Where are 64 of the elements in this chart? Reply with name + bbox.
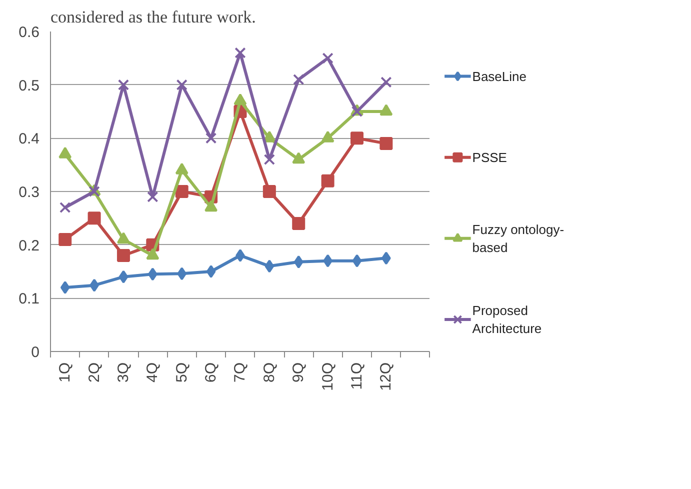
y-tick-label: 0.6: [18, 24, 40, 41]
point: [90, 278, 99, 292]
point: [350, 132, 364, 145]
point: [175, 162, 188, 174]
y-tick-label: 0.2: [18, 237, 40, 254]
point: [234, 47, 246, 58]
point: [116, 232, 130, 244]
x-tick-label: 9Q: [290, 362, 308, 383]
legend-label: BaseLine: [472, 68, 527, 84]
point: [292, 152, 306, 164]
x-tick-label: 8Q: [260, 362, 278, 383]
point: [176, 79, 188, 90]
x-tick-label: 1Q: [56, 362, 74, 383]
point: [294, 255, 304, 268]
point: [236, 249, 245, 262]
point: [116, 249, 130, 262]
point: [262, 185, 276, 198]
point: [146, 248, 160, 260]
y-tick-label: 0: [31, 344, 40, 361]
x-tick-label: 7Q: [232, 362, 249, 383]
point: [264, 260, 274, 273]
point: [88, 212, 101, 225]
point: [293, 74, 304, 86]
x-tick-label: 4Q: [144, 362, 162, 383]
point: [234, 93, 247, 106]
x-tick-label: 3Q: [114, 362, 132, 383]
text: considered as the future work.: [50, 8, 256, 26]
legend-label: Proposed Architecture: [472, 303, 542, 336]
x-tick-label: 12Q: [378, 362, 395, 391]
point: [118, 79, 130, 90]
point: [382, 252, 391, 265]
y-tick-label: 0.4: [18, 130, 40, 148]
point: [352, 254, 362, 268]
point: [321, 174, 334, 188]
legend-label: Fuzzy ontology-based: [472, 222, 564, 255]
point: [264, 154, 276, 166]
y-tick-label: 0.3: [18, 184, 40, 201]
point: [205, 132, 217, 144]
point: [321, 130, 334, 142]
x-tick-label: 11Q: [348, 362, 366, 390]
x-tick-label: 6Q: [202, 362, 220, 383]
point: [118, 270, 128, 284]
x-tick-label: 5Q: [173, 362, 190, 383]
point: [58, 146, 72, 158]
point: [147, 191, 158, 202]
point: [380, 76, 392, 88]
point: [380, 137, 393, 150]
y-tick-label: 0.1: [18, 290, 40, 308]
x-tick-label: 2Q: [86, 362, 103, 383]
point: [380, 104, 393, 116]
point: [204, 200, 218, 212]
point: [60, 281, 70, 294]
point: [323, 254, 332, 268]
point: [292, 217, 306, 230]
point: [60, 202, 71, 214]
point: [322, 52, 334, 64]
point: [148, 268, 158, 281]
point: [177, 267, 187, 280]
point: [175, 185, 188, 198]
point: [206, 265, 216, 278]
legend-label: PSSE: [472, 150, 508, 165]
y-tick-label: 0.5: [18, 77, 40, 94]
x-tick-label: 10Q: [319, 362, 336, 391]
point: [58, 233, 72, 246]
